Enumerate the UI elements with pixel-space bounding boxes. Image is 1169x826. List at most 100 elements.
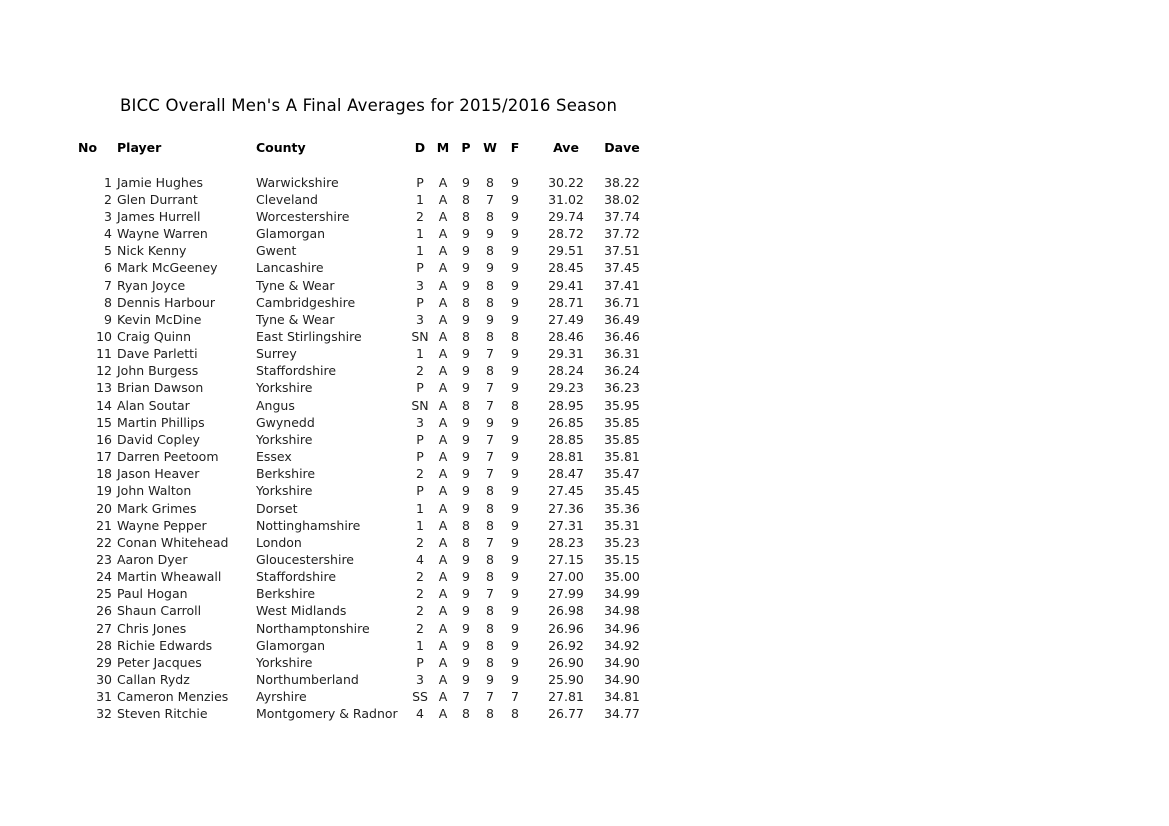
cell-d: P bbox=[416, 431, 424, 447]
cell-m: A bbox=[438, 569, 448, 585]
cell-dave: 37.51 bbox=[604, 243, 640, 259]
cell-player: Dennis Harbour bbox=[117, 294, 215, 310]
cell-m: A bbox=[438, 706, 448, 722]
cell-f: 9 bbox=[511, 500, 519, 516]
cell-ave: 29.51 bbox=[548, 243, 584, 259]
header-spacer bbox=[78, 156, 640, 174]
cell-dave: 34.92 bbox=[604, 637, 640, 653]
table-row: 10 Craig Quinn East Stirlingshire SN A 8 8 8 28.… bbox=[78, 328, 640, 345]
cell-dave: 34.98 bbox=[604, 603, 640, 619]
cell-county: East Stirlingshire bbox=[256, 328, 362, 344]
cell-d: P bbox=[416, 483, 424, 499]
cell-d: P bbox=[416, 380, 424, 396]
cell-ave: 28.95 bbox=[548, 397, 584, 413]
cell-w: 7 bbox=[486, 380, 494, 396]
cell-w: 8 bbox=[486, 569, 494, 585]
cell-ave: 26.96 bbox=[548, 620, 584, 636]
cell-dave: 35.36 bbox=[604, 500, 640, 516]
table-row: 24 Martin Wheawall Staffordshire 2 A 9 8 9 27.00… bbox=[78, 568, 640, 585]
cell-player: Jamie Hughes bbox=[117, 174, 204, 190]
table-row: 27 Chris Jones Northamptonshire 2 A 9 8 9 26.96 3… bbox=[78, 620, 640, 637]
cell-player: Brian Dawson bbox=[117, 380, 204, 396]
table-row: 12 John Burgess Staffordshire 2 A 9 8 9 28.24 36.… bbox=[78, 362, 640, 379]
cell-ave: 28.45 bbox=[548, 260, 584, 276]
cell-ave: 28.71 bbox=[548, 294, 584, 310]
cell-county: Warwickshire bbox=[256, 174, 339, 190]
cell-f: 9 bbox=[511, 431, 519, 447]
cell-dave: 35.47 bbox=[604, 466, 640, 482]
cell-county: Gwent bbox=[256, 243, 297, 259]
cell-county: Yorkshire bbox=[256, 654, 313, 670]
cell-no: 32 bbox=[96, 706, 112, 722]
cell-dave: 35.45 bbox=[604, 483, 640, 499]
cell-dave: 35.00 bbox=[604, 569, 640, 585]
cell-ave: 27.31 bbox=[548, 517, 584, 533]
cell-p: 9 bbox=[462, 243, 470, 259]
cell-dave: 37.72 bbox=[604, 226, 640, 242]
cell-d: P bbox=[416, 449, 424, 465]
cell-w: 9 bbox=[486, 311, 494, 327]
cell-w: 7 bbox=[486, 449, 494, 465]
cell-f: 9 bbox=[511, 191, 519, 207]
header-p: P bbox=[461, 140, 471, 155]
cell-d: 2 bbox=[416, 466, 424, 482]
cell-w: 7 bbox=[486, 397, 494, 413]
header-no: No bbox=[78, 140, 98, 155]
cell-p: 9 bbox=[462, 569, 470, 585]
cell-p: 8 bbox=[462, 397, 470, 413]
cell-p: 8 bbox=[462, 294, 470, 310]
cell-m: A bbox=[438, 586, 448, 602]
cell-no: 3 bbox=[104, 208, 112, 224]
cell-p: 9 bbox=[462, 654, 470, 670]
cell-p: 9 bbox=[462, 603, 470, 619]
cell-no: 27 bbox=[96, 620, 112, 636]
cell-no: 19 bbox=[96, 483, 112, 499]
cell-m: A bbox=[438, 346, 448, 362]
cell-ave: 27.45 bbox=[548, 483, 584, 499]
cell-d: SN bbox=[411, 328, 429, 344]
cell-dave: 35.23 bbox=[604, 534, 640, 550]
cell-dave: 35.15 bbox=[604, 552, 640, 568]
cell-w: 7 bbox=[486, 689, 494, 705]
cell-d: 2 bbox=[416, 603, 424, 619]
cell-f: 9 bbox=[511, 294, 519, 310]
cell-f: 9 bbox=[511, 620, 519, 636]
cell-m: A bbox=[438, 328, 448, 344]
cell-no: 10 bbox=[96, 328, 112, 344]
cell-m: A bbox=[438, 191, 448, 207]
cell-d: 2 bbox=[416, 569, 424, 585]
cell-w: 8 bbox=[486, 603, 494, 619]
page-title: BICC Overall Men's A Final Averages for … bbox=[120, 96, 618, 115]
cell-county: West Midlands bbox=[256, 603, 347, 619]
cell-f: 9 bbox=[511, 466, 519, 482]
cell-d: 1 bbox=[416, 637, 424, 653]
table-row: 26 Shaun Carroll West Midlands 2 A 9 8 9 26.98 34… bbox=[78, 602, 640, 619]
cell-no: 22 bbox=[96, 534, 112, 550]
cell-county: Glamorgan bbox=[256, 637, 326, 653]
cell-m: A bbox=[438, 363, 448, 379]
table-row: 28 Richie Edwards Glamorgan 1 A 9 8 9 26.92 34.92 bbox=[78, 637, 640, 654]
cell-no: 7 bbox=[104, 277, 112, 293]
cell-county: Surrey bbox=[256, 346, 297, 362]
table-header-row: No Player County D M P W F Ave Dave bbox=[78, 139, 640, 156]
cell-p: 8 bbox=[462, 208, 470, 224]
cell-no: 16 bbox=[96, 431, 112, 447]
cell-w: 9 bbox=[486, 672, 494, 688]
cell-no: 21 bbox=[96, 517, 112, 533]
cell-p: 9 bbox=[462, 586, 470, 602]
table-row: 19 John Walton Yorkshire P A 9 8 9 27.45 35.45 bbox=[78, 482, 640, 499]
cell-m: A bbox=[438, 534, 448, 550]
cell-w: 8 bbox=[486, 243, 494, 259]
table-row: 13 Brian Dawson Yorkshire P A 9 7 9 29.23 36.23 bbox=[78, 379, 640, 396]
cell-county: Yorkshire bbox=[256, 483, 313, 499]
table-row: 16 David Copley Yorkshire P A 9 7 9 28.85 35.85 bbox=[78, 431, 640, 448]
cell-no: 14 bbox=[96, 397, 112, 413]
cell-w: 8 bbox=[486, 552, 494, 568]
cell-player: Aaron Dyer bbox=[117, 552, 188, 568]
cell-ave: 27.36 bbox=[548, 500, 584, 516]
cell-no: 25 bbox=[96, 586, 112, 602]
cell-w: 7 bbox=[486, 466, 494, 482]
cell-d: 4 bbox=[416, 706, 424, 722]
cell-county: Montgomery & Radnor bbox=[256, 706, 398, 722]
cell-no: 6 bbox=[104, 260, 112, 276]
